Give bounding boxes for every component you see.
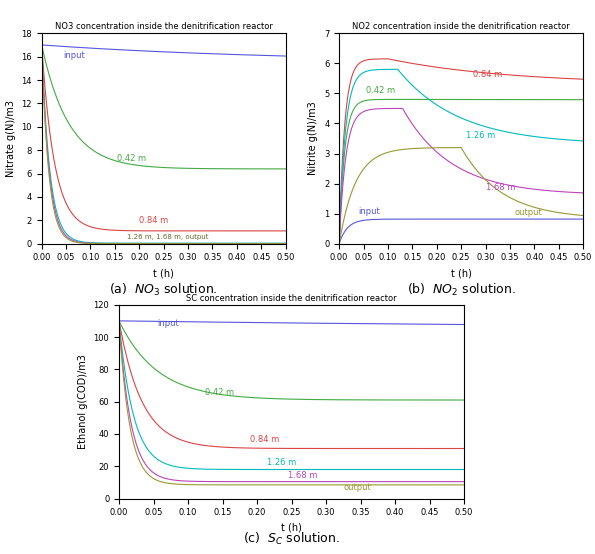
Text: (c)  $S_C$ solution.: (c) $S_C$ solution. — [243, 531, 340, 547]
Text: (a)  $NO_3$ solution.: (a) $NO_3$ solution. — [109, 281, 218, 297]
Text: 0.42 m: 0.42 m — [117, 153, 146, 163]
Text: 1.26 m, 1.68 m, output: 1.26 m, 1.68 m, output — [127, 234, 208, 240]
Title: SC concentration inside the denitrification reactor: SC concentration inside the denitrificat… — [186, 294, 397, 302]
Text: 1.26 m: 1.26 m — [466, 131, 495, 141]
Text: 1.68 m: 1.68 m — [288, 470, 318, 480]
X-axis label: t (h): t (h) — [450, 268, 472, 278]
Text: input: input — [359, 207, 380, 216]
Text: input: input — [64, 51, 85, 60]
Text: 1.68 m: 1.68 m — [486, 183, 515, 192]
Y-axis label: Ethanol g(COD)/m3: Ethanol g(COD)/m3 — [78, 354, 88, 449]
Text: output: output — [515, 208, 543, 217]
Y-axis label: Nitrate g(N)/m3: Nitrate g(N)/m3 — [6, 100, 15, 177]
Text: 0.84 m: 0.84 m — [250, 435, 280, 444]
Text: 0.42 m: 0.42 m — [366, 86, 395, 95]
Text: 1.26 m: 1.26 m — [267, 458, 297, 466]
Title: NO2 concentration inside the denitrification reactor: NO2 concentration inside the denitrifica… — [352, 22, 570, 31]
Text: 0.84 m: 0.84 m — [139, 216, 168, 225]
Text: output: output — [343, 483, 371, 492]
Text: (b)  $NO_2$ solution.: (b) $NO_2$ solution. — [407, 281, 515, 297]
Text: input: input — [157, 319, 178, 328]
Title: NO3 concentration inside the denitrification reactor: NO3 concentration inside the denitrifica… — [55, 22, 273, 31]
Text: 0.42 m: 0.42 m — [205, 388, 234, 397]
Text: 0.84 m: 0.84 m — [474, 70, 503, 79]
X-axis label: t (h): t (h) — [281, 523, 302, 533]
X-axis label: t (h): t (h) — [153, 268, 174, 278]
Y-axis label: Nitrite g(N)/m3: Nitrite g(N)/m3 — [308, 101, 318, 176]
